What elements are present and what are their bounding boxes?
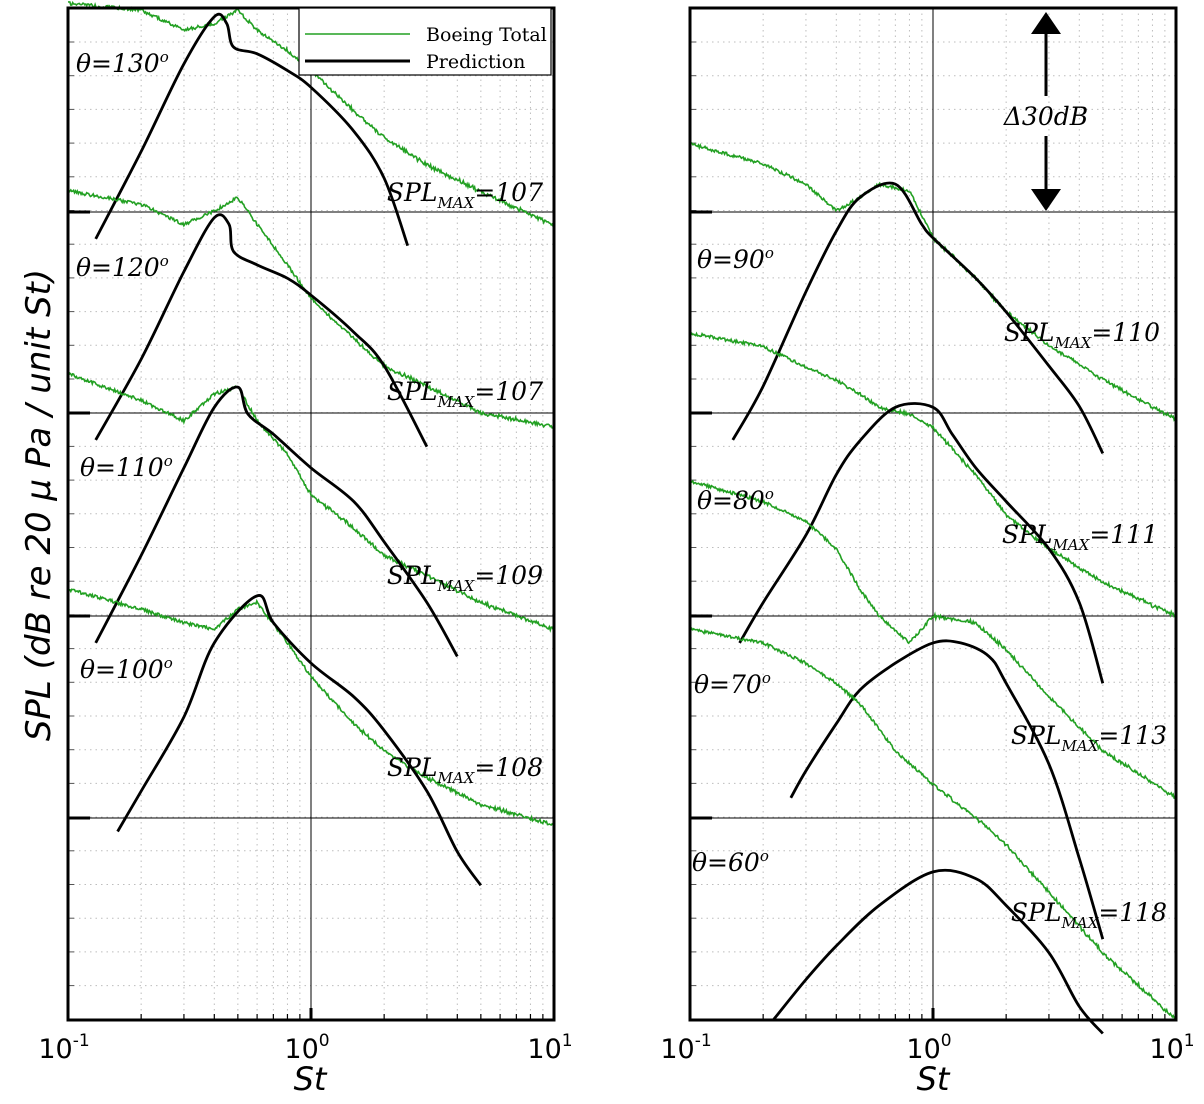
spl-max-label: SPLMAX=111 (1002, 520, 1158, 554)
angle-label: θ=130o (76, 48, 169, 78)
measured-spectrum-line (689, 331, 1177, 619)
measured-spectrum-line (67, 588, 555, 827)
x-tick-label: 100 (284, 1031, 329, 1065)
legend: Boeing Total Prediction (298, 7, 552, 76)
x-tick-label: 10-1 (38, 1031, 89, 1065)
prediction-line (94, 385, 459, 658)
measured-spectrum-line (689, 479, 1177, 800)
curve-group (689, 479, 1177, 940)
delta-30db-indicator: Δ30dB (1003, 12, 1088, 211)
spl-max-label: SPLMAX=109 (387, 561, 543, 595)
x-tick-label: 10-1 (660, 1031, 711, 1065)
measured-spectrum-line (67, 188, 555, 429)
x-axis-label-left: St (294, 1060, 328, 1098)
curve-group (67, 588, 555, 887)
curve-group (67, 188, 555, 448)
spl-max-label: SPLMAX=108 (387, 753, 543, 787)
curve-group (689, 627, 1177, 1035)
prediction-line (731, 181, 1105, 455)
angle-label: θ=110o (80, 452, 173, 482)
left-panel: 10-1 100 101 (38, 0, 573, 1065)
x-tick-label: 100 (906, 1031, 951, 1065)
prediction-line (94, 213, 429, 448)
x-tick-label: 101 (1149, 1031, 1194, 1065)
x-axis-label-right: St (917, 1060, 951, 1098)
x-tick-label: 101 (527, 1031, 572, 1065)
prediction-line (772, 868, 1104, 1035)
prediction-line (738, 402, 1105, 684)
delta-label: Δ30dB (1003, 102, 1088, 131)
legend-prediction-label: Prediction (426, 51, 525, 73)
y-axis-label: SPL (dB re 20 μ Pa / unit St) (19, 269, 59, 741)
angle-label: θ=90o (697, 244, 774, 274)
spl-max-label: SPLMAX=107 (387, 377, 543, 411)
prediction-line (116, 594, 482, 887)
prediction-line (789, 639, 1105, 940)
legend-measured-label: Boeing Total (426, 24, 547, 46)
curve-group (689, 141, 1177, 455)
measured-spectrum-line (689, 627, 1177, 1021)
spl-max-label: SPLMAX=113 (1011, 721, 1167, 755)
plot-frame (688, 6, 1178, 1022)
angle-label: θ=60o (692, 847, 769, 877)
spl-max-label: SPLMAX=107 (387, 178, 543, 212)
curve-group (689, 331, 1177, 684)
spl-max-label: SPLMAX=110 (1004, 318, 1160, 352)
delta-up-arrowhead (1031, 12, 1061, 34)
spl-max-label: SPLMAX=118 (1011, 898, 1167, 932)
measured-spectrum-line (67, 371, 554, 633)
legend-box (298, 7, 552, 76)
angle-label: θ=120o (76, 252, 169, 282)
angle-label: θ=80o (697, 485, 774, 515)
angle-label: θ=100o (80, 654, 173, 684)
delta-down-arrowhead (1031, 189, 1061, 211)
angle-label: θ=70o (694, 669, 771, 699)
right-panel: 10-1 100 101 (660, 6, 1195, 1065)
curve-group (67, 371, 554, 658)
prediction-line (94, 12, 410, 247)
